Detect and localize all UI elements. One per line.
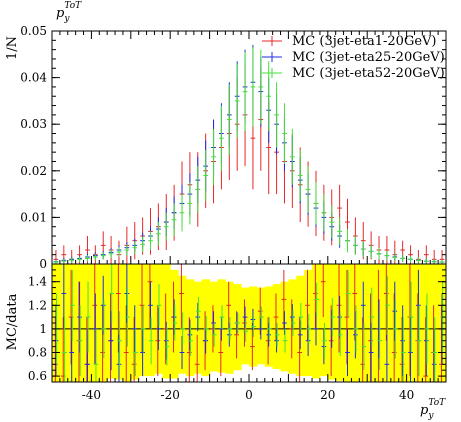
main-y-tick-label: 0.02 xyxy=(20,164,47,178)
ratio-y-tick-label: 0.6 xyxy=(28,369,47,383)
main-y-ticks: 0 0.01 0.02 0.03 0.04 0.05 xyxy=(20,24,446,271)
main-y-tick-label: 0.05 xyxy=(20,24,47,38)
top-label-sup: ToT xyxy=(64,1,82,11)
ratio-y-tick-label: 1 xyxy=(39,322,47,336)
ratio-band-segment xyxy=(319,264,329,377)
main-y-tick-label: 0.03 xyxy=(20,117,47,131)
legend-label: MC (3jet-eta25-20GeV) xyxy=(292,50,445,65)
legend-label: MC (3jet-eta1-20GeV) xyxy=(292,34,437,49)
ratio-y-tick-label: 1.2 xyxy=(28,298,47,312)
main-x-ticks xyxy=(51,31,447,264)
main-y-tick-label: 0.01 xyxy=(20,210,47,224)
ratio-series-3 xyxy=(54,264,446,382)
top-label-sub: y xyxy=(63,14,70,24)
main-y-tick-label: 0 xyxy=(39,257,47,271)
ratio-y-tick-label: 0.8 xyxy=(28,346,47,360)
main-panel: 0 0.01 0.02 0.03 0.04 0.05 xyxy=(20,24,447,271)
main-series-layer xyxy=(53,44,445,264)
main-y-tick-label: 0.04 xyxy=(20,71,47,85)
bottom-label-sub: y xyxy=(427,411,434,421)
top-axis-label: py ToT xyxy=(56,1,82,24)
bottom-axis-label: py ToT xyxy=(420,398,446,421)
ratio-x-tick-label: -20 xyxy=(161,388,180,402)
legend: MC (3jet-eta1-20GeV)MC (3jet-eta25-20GeV… xyxy=(262,34,445,81)
ratio-x-tick-label: -40 xyxy=(82,388,101,402)
ratio-y-ticks: 0.6 0.8 1 1.2 1.4 xyxy=(28,269,446,383)
ratio-x-tick-label: 20 xyxy=(320,388,335,402)
ratio-x-ticks: -40 -20 0 20 40 xyxy=(51,374,447,402)
ratio-x-tick-label: 0 xyxy=(245,388,253,402)
ratio-band-segment xyxy=(343,264,352,382)
top-label-p: p xyxy=(56,6,65,21)
ratio-band-segment xyxy=(162,264,171,379)
legend-label: MC (3jet-eta52-20GeV) xyxy=(292,66,445,81)
ratio-x-tick-label: 40 xyxy=(399,388,414,402)
main-series-1 xyxy=(53,63,445,264)
main-ylabel: 1/N xyxy=(5,36,20,60)
ratio-ylabel: MC/data xyxy=(5,293,20,350)
ratio-y-tick-label: 1.4 xyxy=(28,275,47,289)
ratio-panel: 0.6 0.8 1 1.2 1.4 -40 -20 0 20 40 xyxy=(28,263,447,402)
bottom-label-sup: ToT xyxy=(428,398,446,408)
ratio-series-1 xyxy=(52,264,444,382)
bottom-label-p: p xyxy=(420,403,429,418)
main-series-3 xyxy=(53,47,445,264)
ratio-frame xyxy=(51,263,447,383)
